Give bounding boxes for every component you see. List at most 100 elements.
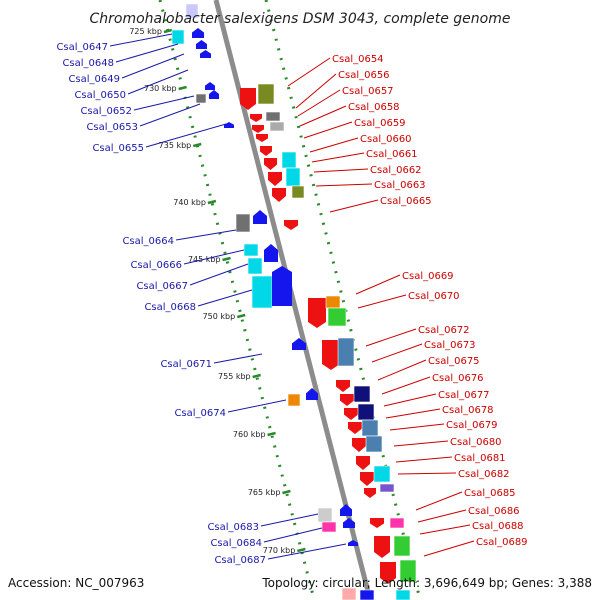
gene-label-right: Csal_0677 <box>438 390 490 401</box>
label-connector <box>357 294 407 309</box>
forward-gene-arrow <box>272 266 292 306</box>
kbp-tick-mark <box>252 373 261 379</box>
kbp-tick-mark <box>297 547 306 553</box>
label-connector <box>295 73 337 109</box>
label-connector <box>383 393 437 407</box>
gene-block <box>365 435 383 453</box>
reverse-gene-arrow <box>322 340 340 370</box>
gene-block <box>317 507 333 523</box>
gene-label-right: Csal_0680 <box>450 437 502 448</box>
reverse-gene-arrow <box>340 394 354 406</box>
reverse-gene-arrow <box>352 438 366 452</box>
gene-label-right: Csal_0678 <box>442 405 494 416</box>
gene-label-right: Csal_0688 <box>472 521 524 532</box>
gene-label-right: Csal_0686 <box>468 506 520 517</box>
reverse-gene-arrow <box>260 146 272 156</box>
gene-label-left: Csal_0650 <box>74 90 126 101</box>
reverse-gene-arrow <box>374 536 390 558</box>
gene-label-right: Csal_0654 <box>332 54 384 65</box>
map-title: Chromohalobacter salexigens DSM 3043, co… <box>90 11 511 27</box>
kbp-tick-label: 755 kbp <box>218 372 251 381</box>
reverse-gene-arrow <box>344 408 358 420</box>
gene-block <box>269 121 285 132</box>
reverse-gene-arrow <box>252 125 264 133</box>
kbp-tick-mark <box>178 85 187 91</box>
gene-block <box>341 587 357 600</box>
label-connector <box>303 121 353 139</box>
gene-label-right: Csal_0669 <box>402 271 454 282</box>
kbp-tick-mark <box>267 431 276 437</box>
kbp-tick-mark <box>192 142 202 148</box>
label-connector <box>189 263 249 286</box>
kbp-tick-mark <box>163 28 173 34</box>
label-connector <box>385 408 441 419</box>
kbp-tick-label: 770 kbp <box>263 546 296 555</box>
gene-block <box>291 185 305 199</box>
reverse-gene-arrow <box>250 114 262 122</box>
gene-block <box>361 419 379 437</box>
label-connector <box>263 527 323 543</box>
gene-block <box>171 29 185 45</box>
gene-label-left: Csal_0649 <box>68 74 120 85</box>
kbp-tick-label: 750 kbp <box>203 312 236 321</box>
gene-label-right: Csal_0661 <box>366 149 418 160</box>
forward-gene-arrow <box>200 50 211 58</box>
forward-gene-arrow <box>253 210 267 224</box>
kbp-tick-mark <box>222 256 231 262</box>
forward-gene-arrow <box>348 540 358 546</box>
accession-text: Accession: NC_007963 <box>8 576 144 590</box>
gene-block <box>389 517 405 529</box>
label-connector <box>175 229 237 241</box>
reverse-gene-arrow <box>380 562 396 584</box>
gene-block <box>393 535 411 557</box>
gene-block <box>247 257 263 275</box>
gene-block <box>235 213 251 233</box>
label-connector <box>355 274 401 295</box>
gene-block <box>285 167 301 187</box>
gene-label-right: Csal_0681 <box>454 453 506 464</box>
label-connector <box>267 543 347 560</box>
gene-label-left: Csal_0664 <box>122 236 174 247</box>
label-connector <box>121 53 185 79</box>
reverse-gene-arrow <box>370 518 384 528</box>
gene-label-right: Csal_0660 <box>360 134 412 145</box>
label-connector <box>371 343 423 363</box>
reverse-gene-arrow <box>272 188 286 202</box>
kbp-tick-mark <box>207 199 217 205</box>
gene-label-left: Csal_0652 <box>80 106 132 117</box>
gene-block <box>353 385 371 403</box>
gene-block <box>395 589 411 600</box>
reverse-gene-arrow <box>356 456 370 470</box>
gene-block <box>399 559 417 583</box>
gene-label-right: Csal_0673 <box>424 340 476 351</box>
gene-label-left: Csal_0648 <box>62 58 114 69</box>
label-connector <box>133 95 195 111</box>
reverse-gene-arrow <box>256 134 268 142</box>
reverse-gene-arrow <box>360 472 374 486</box>
gene-block <box>337 337 355 367</box>
gene-label-right: Csal_0656 <box>338 70 390 81</box>
label-connector <box>183 249 245 265</box>
reverse-gene-arrow <box>308 298 326 328</box>
gene-label-right: Csal_0682 <box>458 469 510 480</box>
gene-label-right: Csal_0662 <box>370 165 422 176</box>
forward-gene-arrow <box>343 518 355 528</box>
label-connector <box>397 472 457 475</box>
gene-labels: Csal_0647 Csal_0648 Csal_0649 Csal_0650 Csal… <box>56 42 527 566</box>
gene-label-right: Csal_0672 <box>418 325 470 336</box>
label-connector <box>311 152 365 163</box>
forward-gene-arrow <box>209 90 219 99</box>
kbp-tick-label: 725 kbp <box>129 27 162 36</box>
label-connector <box>313 168 369 173</box>
label-connector <box>315 183 373 187</box>
forward-gene-arrow <box>196 40 207 49</box>
label-connector <box>419 524 471 535</box>
forward-gene-arrow <box>292 338 306 350</box>
label-connector <box>197 289 253 307</box>
kbp-tick-label: 760 kbp <box>233 430 266 439</box>
gene-block <box>357 403 375 421</box>
forward-gene-arrow <box>264 244 278 262</box>
forward-gene-arrow <box>205 82 215 90</box>
